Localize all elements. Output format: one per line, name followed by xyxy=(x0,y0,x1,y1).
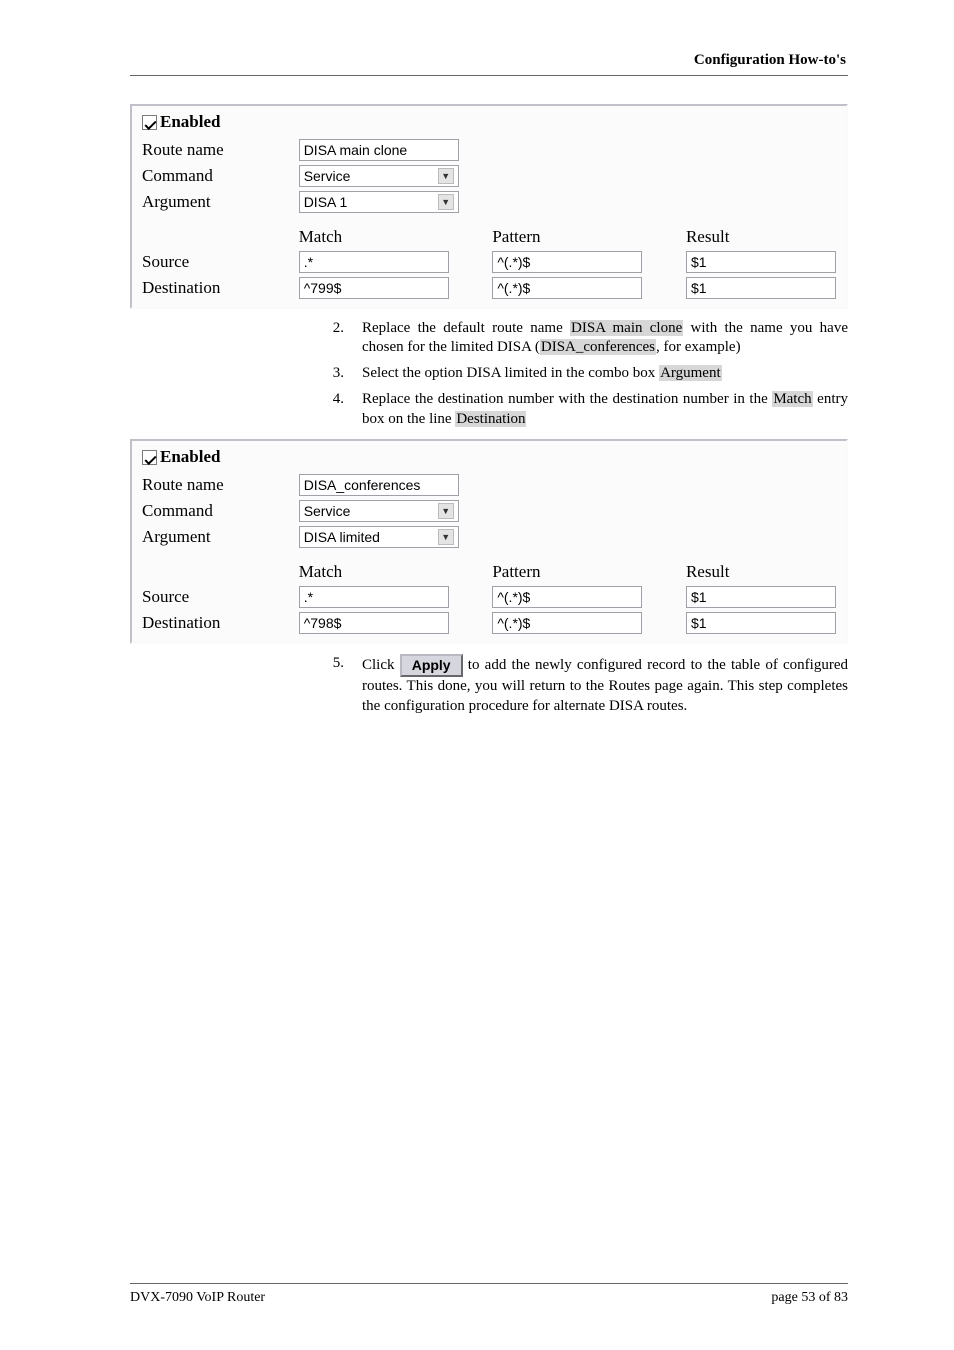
page-header-title: Configuration How-to's xyxy=(130,52,848,69)
check-icon xyxy=(142,450,157,465)
page-footer: DVX-7090 VoIP Router page 53 of 83 xyxy=(130,1283,848,1306)
command-select[interactable]: Service ▼ xyxy=(299,165,459,187)
step-body: Click Apply to add the newly configured … xyxy=(362,654,848,717)
footer-rule xyxy=(130,1283,848,1284)
chevron-down-icon: ▼ xyxy=(438,194,454,210)
command-label: Command xyxy=(138,498,295,524)
enabled-checkbox[interactable]: Enabled xyxy=(142,112,220,132)
source-label: Source xyxy=(138,249,295,275)
route-name-input[interactable]: DISA_conferences xyxy=(299,474,459,496)
step-number: 2. xyxy=(326,319,344,359)
command-label: Command xyxy=(138,163,295,189)
highlight: Match xyxy=(772,391,812,407)
route-name-input[interactable]: DISA main clone xyxy=(299,139,459,161)
source-result-input[interactable]: $1 xyxy=(686,586,836,608)
source-label: Source xyxy=(138,584,295,610)
col-pattern: Pattern xyxy=(488,225,682,249)
step-number: 4. xyxy=(326,390,344,430)
header-rule xyxy=(130,75,848,76)
enabled-label: Enabled xyxy=(160,112,220,132)
command-select-value: Service xyxy=(304,168,351,184)
argument-label: Argument xyxy=(138,189,295,215)
argument-select[interactable]: DISA 1 ▼ xyxy=(299,191,459,213)
argument-select[interactable]: DISA limited ▼ xyxy=(299,526,459,548)
highlight: Argument xyxy=(659,365,722,381)
instructions-block-1: 2. Replace the default route name DISA m… xyxy=(130,319,848,430)
step-body: Replace the destination number with the … xyxy=(362,390,848,430)
highlight: Destination xyxy=(455,411,526,427)
step-body: Replace the default route name DISA main… xyxy=(362,319,848,359)
step-number: 3. xyxy=(326,364,344,384)
destination-label: Destination xyxy=(138,610,295,636)
chevron-down-icon: ▼ xyxy=(438,168,454,184)
col-match: Match xyxy=(295,225,489,249)
col-pattern: Pattern xyxy=(488,560,682,584)
command-select-value: Service xyxy=(304,503,351,519)
dest-match-input[interactable]: ^799$ xyxy=(299,277,449,299)
source-match-input[interactable]: .* xyxy=(299,251,449,273)
argument-label: Argument xyxy=(138,524,295,550)
dest-match-input[interactable]: ^798$ xyxy=(299,612,449,634)
command-select[interactable]: Service ▼ xyxy=(299,500,459,522)
highlight: DISA_conferences xyxy=(540,339,656,355)
footer-right: page 53 of 83 xyxy=(771,1290,848,1306)
enabled-checkbox[interactable]: Enabled xyxy=(142,447,220,467)
apply-button[interactable]: Apply xyxy=(400,654,463,677)
check-icon xyxy=(142,115,157,130)
dest-result-input[interactable]: $1 xyxy=(686,277,836,299)
step-number: 5. xyxy=(326,654,344,717)
footer-left: DVX-7090 VoIP Router xyxy=(130,1290,265,1306)
col-match: Match xyxy=(295,560,489,584)
dest-pattern-input[interactable]: ^(.*)$ xyxy=(492,612,642,634)
argument-select-value: DISA 1 xyxy=(304,194,348,210)
route-form-1: Enabled Route name DISA main clone Comma… xyxy=(130,104,848,309)
argument-select-value: DISA limited xyxy=(304,529,380,545)
step-body: Select the option DISA limited in the co… xyxy=(362,364,848,384)
route-name-label: Route name xyxy=(138,137,295,163)
source-match-input[interactable]: .* xyxy=(299,586,449,608)
destination-label: Destination xyxy=(138,275,295,301)
enabled-label: Enabled xyxy=(160,447,220,467)
route-form-2: Enabled Route name DISA_conferences Comm… xyxy=(130,439,848,644)
highlight: DISA main clone xyxy=(570,320,683,336)
source-pattern-input[interactable]: ^(.*)$ xyxy=(492,251,642,273)
source-result-input[interactable]: $1 xyxy=(686,251,836,273)
chevron-down-icon: ▼ xyxy=(438,529,454,545)
chevron-down-icon: ▼ xyxy=(438,503,454,519)
col-result: Result xyxy=(682,225,840,249)
source-pattern-input[interactable]: ^(.*)$ xyxy=(492,586,642,608)
col-result: Result xyxy=(682,560,840,584)
dest-pattern-input[interactable]: ^(.*)$ xyxy=(492,277,642,299)
dest-result-input[interactable]: $1 xyxy=(686,612,836,634)
route-name-label: Route name xyxy=(138,472,295,498)
instructions-block-2: 5. Click Apply to add the newly configur… xyxy=(130,654,848,717)
